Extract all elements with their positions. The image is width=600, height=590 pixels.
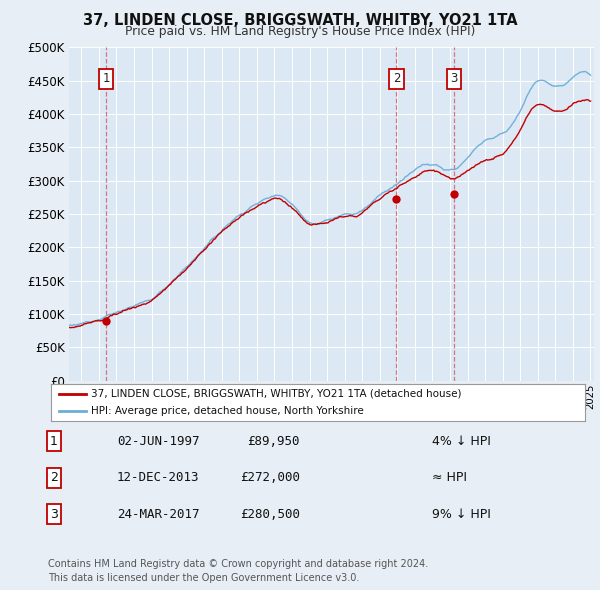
- Text: 37, LINDEN CLOSE, BRIGGSWATH, WHITBY, YO21 1TA: 37, LINDEN CLOSE, BRIGGSWATH, WHITBY, YO…: [83, 13, 517, 28]
- Text: 24-MAR-2017: 24-MAR-2017: [117, 508, 199, 521]
- Text: Price paid vs. HM Land Registry's House Price Index (HPI): Price paid vs. HM Land Registry's House …: [125, 25, 475, 38]
- Text: £89,950: £89,950: [248, 435, 300, 448]
- Text: 4% ↓ HPI: 4% ↓ HPI: [432, 435, 491, 448]
- Text: 2: 2: [50, 471, 58, 484]
- Text: 1: 1: [103, 73, 110, 86]
- Text: 1: 1: [50, 435, 58, 448]
- Text: 3: 3: [50, 508, 58, 521]
- Text: 37, LINDEN CLOSE, BRIGGSWATH, WHITBY, YO21 1TA (detached house): 37, LINDEN CLOSE, BRIGGSWATH, WHITBY, YO…: [91, 389, 461, 398]
- Text: £272,000: £272,000: [240, 471, 300, 484]
- Text: 3: 3: [451, 73, 458, 86]
- Text: 12-DEC-2013: 12-DEC-2013: [117, 471, 199, 484]
- Text: 9% ↓ HPI: 9% ↓ HPI: [432, 508, 491, 521]
- Text: £280,500: £280,500: [240, 508, 300, 521]
- Text: 02-JUN-1997: 02-JUN-1997: [117, 435, 199, 448]
- Text: Contains HM Land Registry data © Crown copyright and database right 2024.
This d: Contains HM Land Registry data © Crown c…: [48, 559, 428, 583]
- Text: 2: 2: [393, 73, 400, 86]
- Text: ≈ HPI: ≈ HPI: [432, 471, 467, 484]
- Text: HPI: Average price, detached house, North Yorkshire: HPI: Average price, detached house, Nort…: [91, 406, 364, 415]
